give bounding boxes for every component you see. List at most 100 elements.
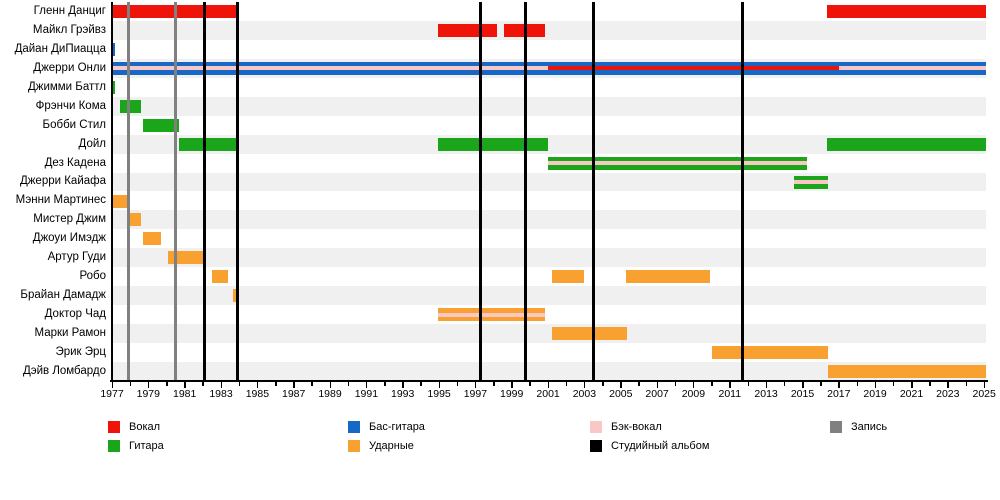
timeline-bar-drums <box>551 270 585 284</box>
minor-tick <box>202 382 204 386</box>
member-label: Фрэнчи Кома <box>35 99 106 112</box>
member-label: Джерри Онли <box>33 61 106 74</box>
legend-item: Гитара <box>108 437 164 455</box>
legend-column: Вокал Гитара <box>108 418 164 456</box>
axis-year-label: 1999 <box>500 388 524 400</box>
legend-item: Ударные <box>348 437 425 455</box>
row-stripe <box>112 172 986 192</box>
member-label: Марки Рамон <box>34 326 107 339</box>
axis-year-label: 1991 <box>354 388 379 400</box>
major-tick <box>983 382 986 388</box>
axis-year-label: 2005 <box>609 388 633 400</box>
minor-tick <box>166 382 168 386</box>
minor-tick <box>747 382 749 386</box>
major-tick <box>838 382 840 388</box>
axis-year-label: 2007 <box>645 388 669 400</box>
minor-tick <box>129 382 132 386</box>
major-tick <box>547 382 550 388</box>
axis-year-label: 1979 <box>136 388 160 400</box>
major-tick <box>802 382 804 388</box>
timeline-bar-drums <box>142 232 162 246</box>
timeline-bar-guitar <box>112 80 115 94</box>
legend-label: Бас-гитара <box>369 421 425 433</box>
minor-tick <box>275 382 277 386</box>
axis-year-label: 2017 <box>827 388 851 400</box>
timeline-bar-guitar <box>179 137 239 151</box>
member-label: Мэнни Мартинес <box>15 194 106 207</box>
axis-year-label: 1977 <box>100 388 124 400</box>
major-tick <box>620 382 622 388</box>
axis-year-label: 2015 <box>790 388 815 400</box>
timeline-bar-drums <box>232 289 237 303</box>
row-stripe <box>112 286 986 306</box>
major-tick <box>765 382 768 388</box>
timeline-bar-bass <box>548 61 839 75</box>
row-stripe <box>112 248 986 268</box>
axis-year-label: 1983 <box>209 388 233 400</box>
legend-label: Ударные <box>369 440 414 452</box>
row-stripe <box>112 96 986 116</box>
axis-year-label: 1985 <box>245 388 270 400</box>
minor-tick <box>711 382 713 386</box>
legend-label: Бэк-вокал <box>611 421 662 433</box>
member-label: Дойл <box>78 137 106 150</box>
legend: Вокал Гитара Бас-гитара Ударные Бэк-вокал Сту… <box>0 418 1000 478</box>
major-tick <box>656 382 659 388</box>
studio-album-line <box>741 2 745 381</box>
member-label: Бобби Стил <box>42 118 106 131</box>
legend-item: Вокал <box>108 418 164 436</box>
major-tick <box>511 382 513 388</box>
major-tick <box>911 382 913 388</box>
axis-year-label: 1997 <box>463 388 488 400</box>
axis-year-label: 2019 <box>863 388 887 400</box>
legend-swatch-album <box>590 440 602 452</box>
major-tick <box>365 382 368 388</box>
timeline-bar-drums <box>626 270 710 284</box>
major-tick <box>256 382 259 388</box>
timeline-bar-guitar <box>438 137 549 151</box>
member-label: Гленн Данциг <box>33 5 106 17</box>
legend-column: Запись <box>830 418 887 437</box>
bar-stripe-backing <box>112 66 549 71</box>
legend-swatch-vocals <box>108 421 120 433</box>
bar-stripe-backing <box>794 180 828 185</box>
studio-album-line <box>479 2 483 381</box>
legend-label: Запись <box>851 421 888 433</box>
legend-item: Бас-гитара <box>348 418 425 436</box>
axis-year-label: 1995 <box>427 388 451 400</box>
major-tick <box>111 382 113 388</box>
major-tick <box>583 382 586 388</box>
member-label: Джимми Баттл <box>27 80 106 93</box>
bar-stripe-backing <box>438 312 546 317</box>
axis-year-label: 2001 <box>536 388 560 400</box>
row-stripe <box>112 20 986 40</box>
legend-item: Бэк-вокал <box>590 418 709 436</box>
axis-year-label: 1993 <box>391 388 415 400</box>
timeline-bar-drums <box>211 270 229 284</box>
major-tick <box>184 382 186 388</box>
timeline-bar-bass <box>112 61 549 75</box>
legend-column: Бэк-вокал Студийный альбом <box>590 418 709 456</box>
timeline-bar-drums <box>827 365 986 379</box>
row-stripe <box>112 324 986 344</box>
major-tick <box>220 382 222 388</box>
member-label: Дез Кадена <box>44 156 106 169</box>
member-label: Джоуи Имэдж <box>32 232 106 245</box>
member-label: Артур Гуди <box>47 251 106 264</box>
member-label: Дайан ДиПиацца <box>14 42 106 55</box>
timeline-bar-drums <box>551 327 628 341</box>
legend-swatch-guitar <box>108 440 120 452</box>
minor-tick <box>311 382 313 386</box>
minor-tick <box>456 382 459 386</box>
minor-tick <box>384 382 386 386</box>
timeline-bar-drums <box>112 194 128 208</box>
timeline-bar-vocals <box>438 23 498 37</box>
timeline-bar-drums <box>128 213 142 227</box>
legend-label: Гитара <box>129 440 164 452</box>
timeline-bar-drums <box>168 251 205 265</box>
axis-year-label: 1989 <box>318 388 342 400</box>
minor-tick <box>965 382 967 386</box>
major-tick <box>402 382 404 388</box>
axis-year-label: 2023 <box>936 388 960 400</box>
studio-album-line <box>592 2 595 381</box>
